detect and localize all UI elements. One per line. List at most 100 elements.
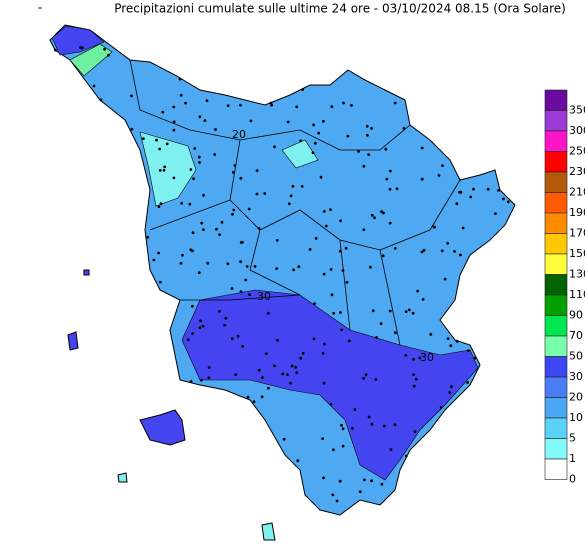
region-map [49,24,516,541]
station-dot [322,210,326,213]
legend-swatch [544,438,568,460]
station-dot [332,311,336,315]
station-dot [420,250,424,254]
station-dot [461,226,465,230]
station-dot [152,258,156,262]
station-dot [322,342,326,346]
station-dot [370,422,374,426]
legend-swatch [544,253,568,275]
station-dot [373,216,376,220]
legend-label: 230 [569,165,585,178]
station-dot [158,147,162,151]
station-dot [312,123,315,127]
marker: - [38,1,42,15]
station-dot [330,105,334,109]
station-dot [497,189,500,192]
station-dot [292,268,295,272]
legend-swatch [544,356,568,378]
station-dot [385,177,389,181]
station-dot [393,247,397,250]
station-dot [314,237,318,240]
station-dot [458,190,461,194]
station-dot [300,185,304,188]
station-dot [267,311,270,315]
station-dot [357,150,360,153]
station-dot [339,311,342,314]
station-dot [202,193,205,197]
station-dot [340,328,344,332]
station-dot [418,356,422,360]
legend-label: 90 [569,309,583,322]
station-dot [234,373,238,376]
station-dot [362,228,366,232]
legend-label: 70 [569,329,583,342]
station-dot [301,352,305,355]
station-dot [239,103,242,107]
station-dot [412,373,415,376]
station-dot [232,208,236,212]
station-dots [54,46,510,503]
station-dot [469,195,473,199]
station-dot [179,261,183,265]
station-dot [180,201,184,205]
station-dot [192,177,195,181]
station-dot [257,368,261,372]
station-dot [370,479,373,483]
station-dot [455,202,459,206]
station-dot [255,192,259,196]
station-dot [159,202,163,206]
station-dot [201,324,205,328]
station-dot [266,386,270,390]
legend-swatch [544,417,568,439]
station-dot [394,331,397,335]
station-dot [261,376,264,379]
station-dot [414,377,418,381]
station-dot [421,298,425,301]
station-dot [395,187,399,191]
station-dot [506,200,510,204]
station-dot [172,128,176,132]
station-dot [308,248,312,251]
station-dot [249,119,253,123]
station-dot [297,265,301,269]
station-dot [367,153,370,157]
station-dot [282,437,286,441]
station-dot [290,364,294,368]
station-dot [329,402,333,406]
station-dot [200,221,204,225]
station-dot [172,120,176,124]
legend-label: 170 [569,227,585,240]
legend: 3503002502302101901701501301109070503020… [544,89,585,486]
light-rain-area [281,139,319,169]
station-dot [269,101,273,105]
station-dot [367,415,371,419]
station-dot [199,378,203,382]
station-dot [203,119,207,122]
station-dot [322,476,325,480]
station-dot [172,176,176,180]
station-dot [365,124,369,128]
station-dot [54,48,57,52]
station-dot [341,444,345,448]
station-dot [321,437,324,440]
legend-swatch [544,151,568,173]
station-dot [317,131,321,135]
station-dot [161,110,165,114]
station-dot [246,395,250,399]
station-dot [439,406,443,409]
station-dot [92,84,96,88]
station-dot [165,142,169,146]
station-dot [329,208,332,212]
legend-label: 190 [569,206,585,219]
station-dot [319,175,323,179]
station-dot [162,168,166,172]
station-dot [270,103,273,107]
station-dot [347,339,351,343]
station-dot [80,46,84,50]
legend-swatch [544,130,568,152]
station-dot [245,265,249,268]
station-dot [223,323,227,327]
station-dot [404,454,408,458]
station-dot [248,293,251,297]
